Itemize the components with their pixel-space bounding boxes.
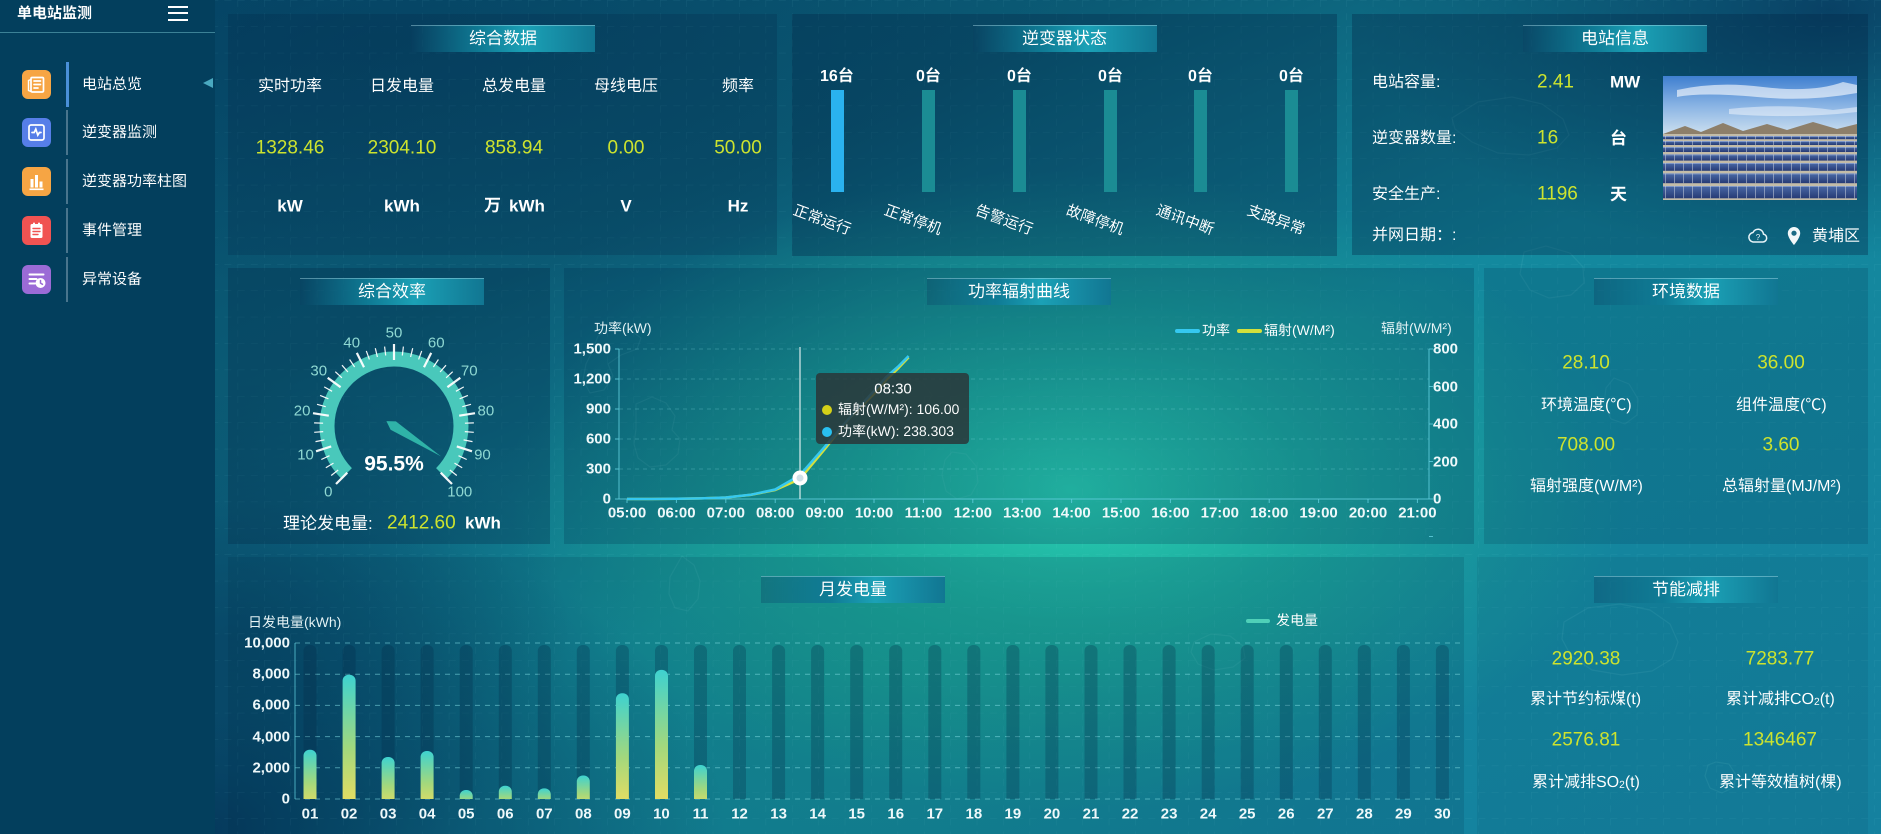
- svg-text:?: ?: [1756, 233, 1761, 242]
